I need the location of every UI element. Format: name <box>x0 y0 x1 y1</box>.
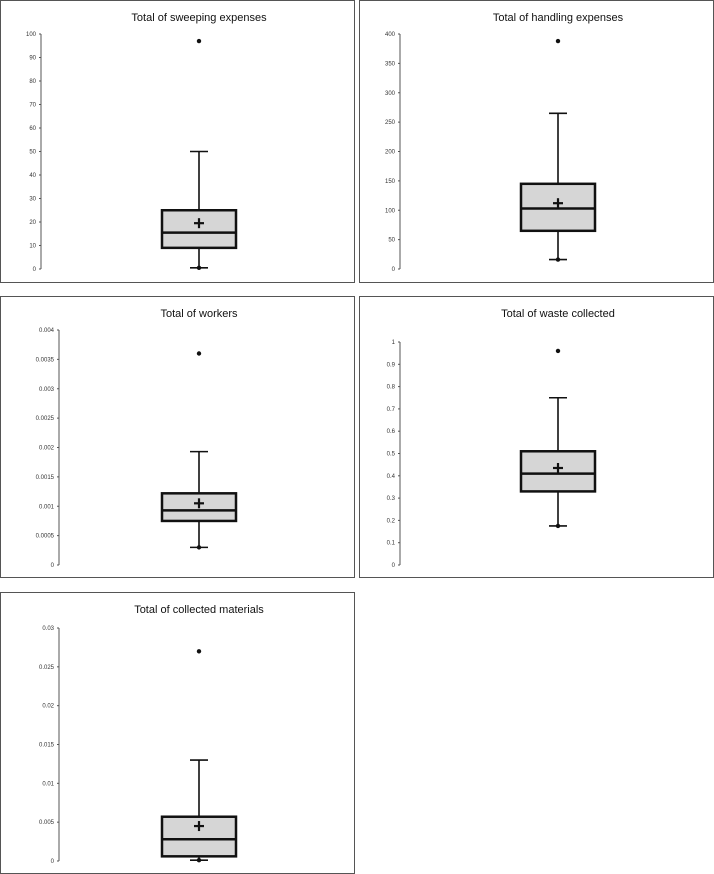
mean-marker <box>553 462 563 473</box>
min-point <box>196 545 202 550</box>
min-point <box>555 257 561 262</box>
y-tick-label: 50 <box>388 238 395 244</box>
min-point <box>555 523 561 529</box>
chart-title: Total of handling expenses <box>493 12 624 24</box>
y-tick-label: 0.0005 <box>36 534 55 540</box>
min-point <box>196 265 202 271</box>
y-tick-label: 0 <box>33 267 37 273</box>
y-tick-label: 0.015 <box>39 743 55 749</box>
y-tick-label: 60 <box>29 126 36 132</box>
y-tick-label: 0.2 <box>387 518 396 524</box>
outlier-point <box>196 649 202 654</box>
chart-panel-workers: Total of workers 0 0.0005 0.001 0.0015 0.002 0… <box>0 296 355 578</box>
y-tick-label: 0 <box>392 563 396 569</box>
y-tick-label: 0.01 <box>42 781 54 787</box>
y-tick-label: 250 <box>385 120 396 126</box>
boxplot-svg: Total of workers 0 0.0005 0.001 0.0015 0.002 0… <box>36 308 238 569</box>
outlier-point <box>555 348 561 354</box>
y-tick-label: 0.002 <box>39 446 55 452</box>
boxplot-svg: Total of waste collected 0 0.1 0.2 0.3 0.4 0.5… <box>387 308 615 569</box>
y-tick-label: 100 <box>26 32 37 38</box>
chart-title: Total of collected materials <box>134 604 264 616</box>
y-tick-label: 150 <box>385 179 396 185</box>
y-tick-label: 0.003 <box>39 387 55 393</box>
y-tick-label: 0.0015 <box>36 475 55 481</box>
y-tick-label: 80 <box>29 79 36 85</box>
y-tick-label: 50 <box>29 150 36 156</box>
iqr-box <box>160 209 238 250</box>
y-tick-label: 0.0025 <box>36 416 55 422</box>
y-tick-label: 0.1 <box>387 541 396 547</box>
y-tick-label: 30 <box>29 197 36 203</box>
outlier-point <box>196 351 202 356</box>
y-tick-label: 0 <box>392 267 396 273</box>
y-tick-label: 0.02 <box>42 704 54 710</box>
y-tick-label: 200 <box>385 150 396 156</box>
chart-title: Total of workers <box>160 308 238 320</box>
y-tick-label: 100 <box>385 208 396 214</box>
y-tick-label: 0.8 <box>387 385 396 391</box>
y-tick-label: 0.004 <box>39 328 55 334</box>
y-tick-label: 0.03 <box>42 626 54 632</box>
mean-marker <box>194 498 204 509</box>
boxplot-svg: Total of sweeping expenses 0 10 20 30 40 50 60 7… <box>26 12 267 273</box>
y-tick-label: 10 <box>29 244 36 250</box>
boxplot-svg: Total of handling expenses 0 50 100 150 200 25… <box>385 12 624 273</box>
y-tick-label: 0.0035 <box>36 357 55 363</box>
chart-panel-sweeping-expenses: Total of sweeping expenses 0 10 20 30 40 50 60 7… <box>0 0 355 283</box>
y-tick-label: 0.025 <box>39 665 55 671</box>
y-tick-label: 1 <box>392 340 396 346</box>
mean-marker <box>194 218 204 229</box>
y-tick-label: 0.3 <box>387 496 396 502</box>
mean-marker <box>553 198 563 209</box>
y-tick-label: 0 <box>51 859 55 865</box>
y-tick-label: 0.6 <box>387 429 396 435</box>
y-tick-label: 0.4 <box>387 474 396 480</box>
y-tick-label: 0.9 <box>387 362 396 368</box>
y-tick-label: 20 <box>29 220 36 226</box>
y-tick-label: 0.005 <box>39 820 55 826</box>
outlier-point <box>555 38 561 44</box>
boxplot-svg: Total of collected materials 0 0.005 0.01 0.… <box>39 604 264 865</box>
chart-panel-waste-collected: Total of waste collected 0 0.1 0.2 0.3 0.4 0.5… <box>359 296 714 578</box>
y-tick-label: 0.5 <box>387 452 396 458</box>
min-point <box>196 858 202 863</box>
y-tick-label: 40 <box>29 173 36 179</box>
y-tick-label: 350 <box>385 61 396 67</box>
y-tick-label: 0.7 <box>387 407 396 413</box>
chart-panel-handling-expenses: Total of handling expenses 0 50 100 150 200 25… <box>359 0 714 283</box>
chart-title: Total of sweeping expenses <box>131 12 267 24</box>
chart-panel-collected-materials: Total of collected materials 0 0.005 0.01 0.… <box>0 592 355 874</box>
iqr-box <box>160 492 238 523</box>
outlier-point <box>196 38 202 44</box>
mean-marker <box>194 821 204 832</box>
y-tick-label: 0 <box>51 563 55 569</box>
y-tick-label: 400 <box>385 32 396 38</box>
y-tick-label: 70 <box>29 103 36 109</box>
y-tick-label: 300 <box>385 91 396 97</box>
chart-title: Total of waste collected <box>501 308 615 320</box>
y-tick-label: 90 <box>29 56 36 62</box>
y-tick-label: 0.001 <box>39 504 55 510</box>
